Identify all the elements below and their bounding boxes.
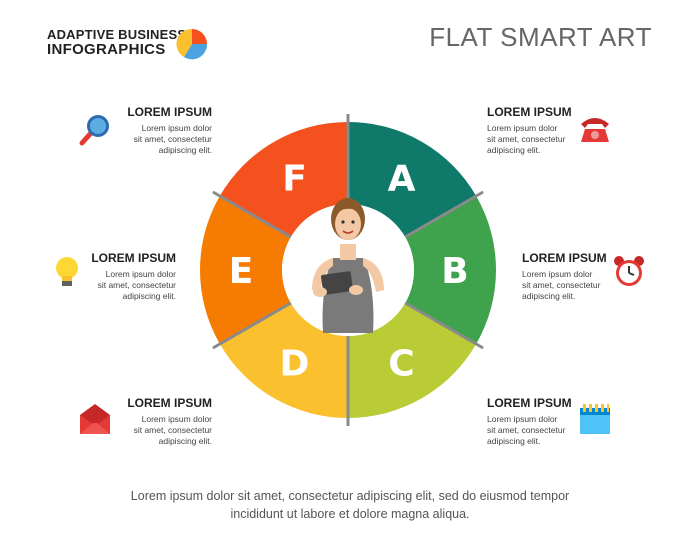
item-top-right: LOREM IPSUM Lorem ipsum dolor sit amet, … bbox=[487, 105, 627, 156]
calendar-icon bbox=[580, 404, 610, 434]
item-heading: LOREM IPSUM bbox=[91, 251, 176, 265]
footer-line2: incididunt ut labore et dolore magna ali… bbox=[230, 507, 470, 521]
wheel-letter-b: B bbox=[441, 251, 468, 292]
footer-text: Lorem ipsum dolor sit amet, consectetur … bbox=[0, 487, 700, 523]
item-heading: LOREM IPSUM bbox=[522, 251, 607, 265]
item-heading: LOREM IPSUM bbox=[487, 105, 572, 119]
wheel-divider bbox=[212, 300, 294, 350]
wheel-segment-b bbox=[405, 196, 496, 344]
item-heading: LOREM IPSUM bbox=[487, 396, 572, 410]
brand-title-line1: ADAPTIVE BUSINESS bbox=[47, 27, 187, 42]
item-description: Lorem ipsum dolor sit amet, consectetur … bbox=[133, 123, 212, 155]
wheel-letter-d: D bbox=[280, 344, 310, 385]
wheel-letter-f: F bbox=[282, 158, 307, 199]
item-mid-right: LOREM IPSUM Lorem ipsum dolor sit amet, … bbox=[522, 251, 662, 302]
item-mid-left: LOREM IPSUM Lorem ipsum dolor sit amet, … bbox=[36, 251, 176, 302]
item-description: Lorem ipsum dolor sit amet, consectetur … bbox=[487, 123, 566, 155]
wheel-segment-f bbox=[219, 122, 348, 237]
pie-logo-icon bbox=[176, 28, 208, 60]
envelope-icon bbox=[80, 404, 110, 434]
wheel-segment-c bbox=[348, 303, 477, 418]
wheel-letter-c: C bbox=[388, 344, 414, 385]
brand-title-line2: INFOGRAPHICS bbox=[47, 41, 166, 58]
businesswoman-illustration bbox=[312, 198, 384, 333]
item-description: Lorem ipsum dolor sit amet, consectetur … bbox=[522, 269, 601, 301]
wheel-divider bbox=[402, 300, 484, 350]
item-top-left: LOREM IPSUM Lorem ipsum dolor sit amet, … bbox=[72, 105, 212, 156]
brand-title: ADAPTIVE BUSINESS INFOGRAPHICS bbox=[47, 27, 186, 57]
footer-line1: Lorem ipsum dolor sit amet, consectetur … bbox=[130, 489, 570, 503]
item-description: Lorem ipsum dolor sit amet, consectetur … bbox=[133, 414, 212, 446]
item-bottom-left: LOREM IPSUM Lorem ipsum dolor sit amet, … bbox=[72, 396, 212, 447]
wheel-segment-d bbox=[219, 303, 348, 418]
item-description: Lorem ipsum dolor sit amet, consectetur … bbox=[487, 414, 566, 446]
wheel-divider bbox=[402, 190, 484, 240]
wheel-letter-e: E bbox=[229, 251, 254, 292]
wheel-letter-a: A bbox=[388, 158, 416, 199]
item-bottom-right: LOREM IPSUM Lorem ipsum dolor sit amet, … bbox=[487, 396, 627, 447]
telephone-icon bbox=[581, 118, 609, 142]
wheel-segment-a bbox=[348, 122, 477, 237]
wheel-segment-e bbox=[200, 196, 291, 344]
page-title: FLAT SMART ART bbox=[429, 22, 652, 52]
item-heading: LOREM IPSUM bbox=[127, 396, 212, 410]
lightbulb-icon bbox=[56, 257, 78, 286]
magnifier-icon bbox=[79, 115, 109, 146]
item-heading: LOREM IPSUM bbox=[127, 105, 212, 119]
item-description: Lorem ipsum dolor sit amet, consectetur … bbox=[97, 269, 176, 301]
alarm-clock-icon bbox=[614, 256, 644, 286]
wheel-divider bbox=[212, 190, 294, 240]
